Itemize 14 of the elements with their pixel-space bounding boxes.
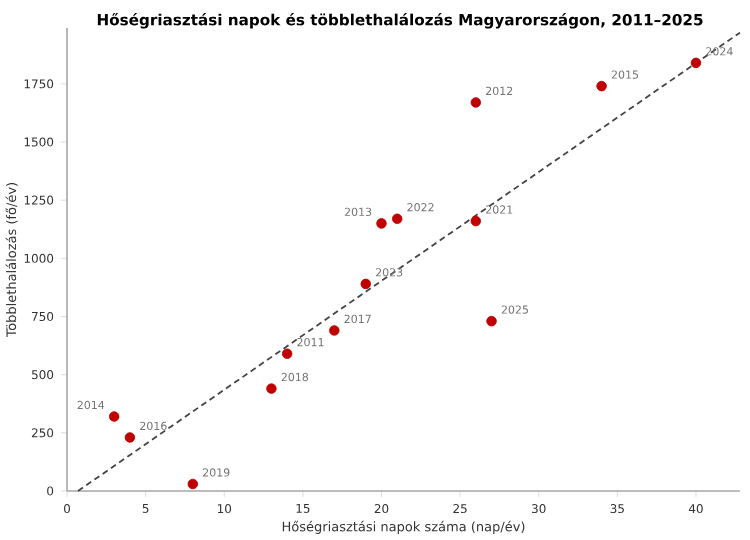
point	[329, 325, 340, 336]
point	[486, 315, 497, 327]
point	[470, 97, 482, 108]
point	[266, 383, 277, 394]
point	[690, 57, 702, 69]
point	[187, 478, 199, 490]
point	[392, 213, 403, 224]
point	[596, 80, 607, 92]
point	[360, 278, 371, 290]
point	[108, 411, 120, 422]
point	[376, 218, 387, 229]
point	[124, 432, 136, 443]
point	[281, 348, 293, 359]
point	[470, 215, 482, 227]
